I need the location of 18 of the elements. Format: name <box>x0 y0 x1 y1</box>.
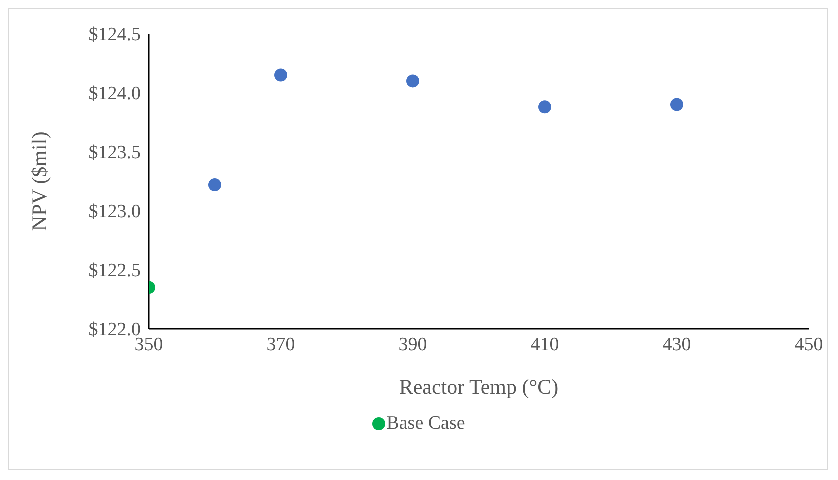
y-axis-title: NPV ($mil) <box>27 132 52 232</box>
point <box>274 68 288 82</box>
x-tick-label: 390 <box>398 334 428 356</box>
x-tick-label: 370 <box>266 334 296 356</box>
point <box>670 98 684 112</box>
y-tick-label: $122.5 <box>88 260 141 282</box>
point <box>538 100 552 114</box>
x-tick-label: 430 <box>662 334 692 356</box>
x-axis-title: Reactor Temp (°C) <box>399 375 559 399</box>
y-tick-label: $123.5 <box>88 142 141 164</box>
point <box>208 178 222 192</box>
x-tick-label: 410 <box>530 334 560 356</box>
y-tick-label: $124.5 <box>88 24 141 46</box>
y-tick-label: $124.0 <box>88 84 141 105</box>
y-tick-label: $123.0 <box>88 202 141 223</box>
legend-label: Base Case <box>386 413 466 435</box>
point <box>406 74 420 88</box>
x-tick-label: 450 <box>794 334 824 356</box>
